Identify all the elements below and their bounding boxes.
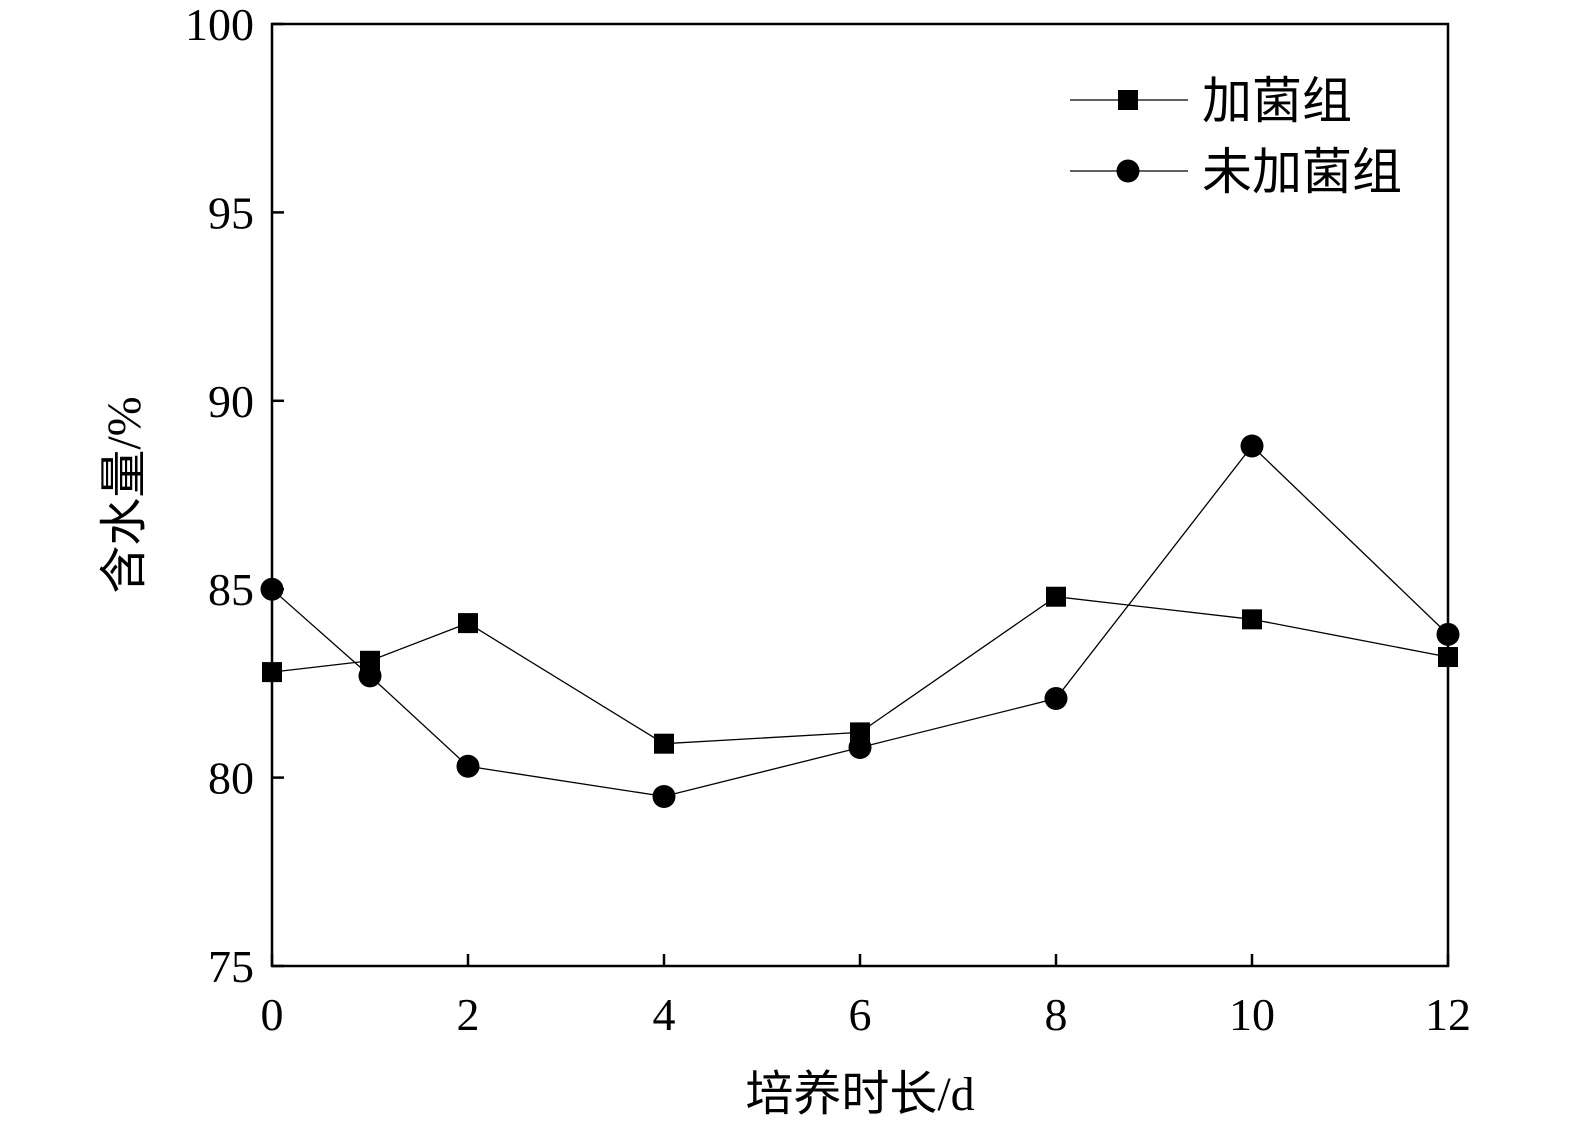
x-tick-label: 6: [849, 989, 872, 1040]
square-marker: [1242, 609, 1262, 630]
series-line: [271, 445, 1449, 798]
circle-marker: [848, 735, 872, 759]
circle-marker: [456, 754, 480, 778]
x-tick-label: 2: [457, 989, 480, 1040]
legend-label: 未加菌组: [1202, 144, 1402, 200]
series-2: [260, 434, 1460, 808]
legend-item: 未加菌组: [1070, 144, 1402, 200]
legend-circle-icon: [1116, 159, 1140, 183]
x-axis-ticks: 0 2 4 6 8 10 12: [261, 954, 1471, 1040]
x-tick-label: 4: [653, 989, 676, 1040]
x-tick-label: 12: [1425, 989, 1471, 1040]
legend-item: 加菌组: [1070, 73, 1352, 129]
y-tick-label: 85: [208, 564, 254, 615]
x-tick-label: 8: [1045, 989, 1068, 1040]
y-tick-label: 95: [208, 187, 254, 238]
circle-marker: [358, 664, 382, 688]
series-line: [271, 596, 1449, 745]
x-tick-label: 10: [1229, 989, 1275, 1040]
circle-marker: [1044, 686, 1068, 710]
y-axis-title: 含水量/%: [98, 396, 151, 593]
legend-square-icon: [1118, 90, 1138, 110]
y-axis-ticks: 75 80 85 90 95 100: [185, 0, 284, 992]
plot-frame: [270, 22, 1450, 968]
circle-marker: [652, 784, 676, 808]
y-tick-label: 100: [185, 0, 254, 50]
square-marker: [1046, 586, 1066, 607]
circle-marker: [1240, 434, 1264, 458]
legend-label: 加菌组: [1202, 73, 1352, 129]
series-1: [262, 586, 1458, 754]
x-axis-title: 培养时长/d: [745, 1068, 974, 1121]
y-tick-label: 80: [208, 753, 254, 804]
y-tick-label: 90: [208, 376, 254, 427]
square-marker: [458, 613, 478, 634]
x-tick-label: 0: [261, 989, 284, 1040]
y-tick-label: 75: [208, 941, 254, 992]
square-marker: [654, 733, 674, 754]
series-layer: [260, 434, 1460, 808]
